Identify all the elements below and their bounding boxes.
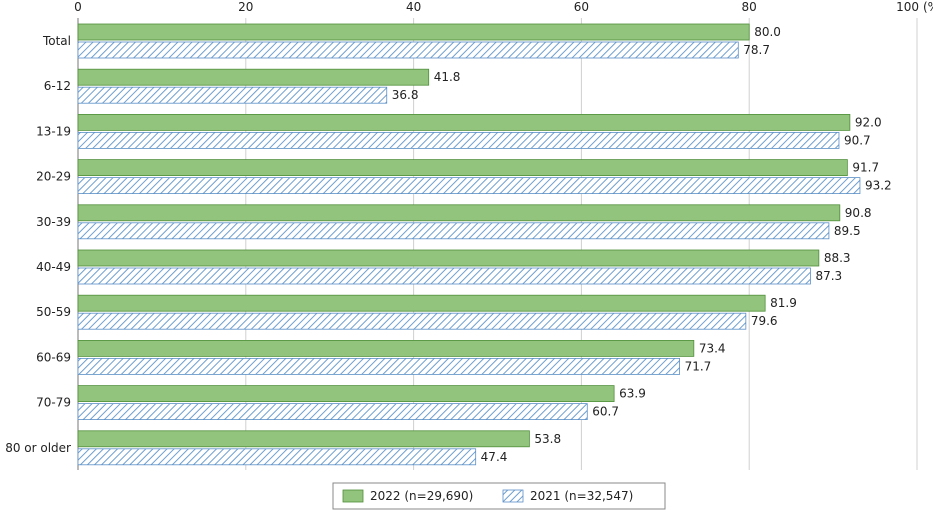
category-label: Total — [42, 34, 71, 48]
value-label: 47.4 — [481, 450, 508, 464]
bar-2021 — [77, 131, 840, 149]
bar-2021 — [77, 267, 811, 285]
bar-2022 — [77, 385, 615, 403]
bar-2022 — [77, 294, 766, 312]
x-tick-label-20: 20 — [238, 0, 253, 14]
value-label: 41.8 — [434, 70, 461, 84]
legend-frame — [332, 482, 666, 510]
bar-2021 — [77, 403, 588, 421]
value-label: 60.7 — [592, 405, 619, 419]
bar-2022 — [77, 68, 430, 86]
value-label: 88.3 — [824, 251, 851, 265]
bar-2021 — [77, 41, 739, 59]
category-label: 20-29 — [36, 170, 71, 184]
value-label: 63.9 — [619, 387, 646, 401]
category-label: 80 or older — [5, 441, 71, 455]
bar-2022 — [77, 114, 851, 131]
value-label: 36.8 — [392, 88, 419, 102]
legend-label-2021: 2021 (n=32,547) — [530, 489, 633, 503]
bar-2021 — [77, 448, 477, 466]
bar-2022 — [77, 249, 820, 267]
value-label: 71.7 — [685, 359, 712, 373]
legend-swatch-2021 — [502, 489, 524, 503]
value-label: 79.6 — [751, 314, 778, 328]
x-axis-ticks: (%) 0 20 40 60 80 100 — [74, 0, 933, 14]
bar-2022 — [77, 23, 750, 41]
bar-2022 — [77, 204, 841, 222]
legend: 2022 (n=29,690) 2021 (n=32,547) — [332, 482, 666, 510]
category-label: 40-49 — [36, 260, 71, 274]
bar-2021 — [77, 357, 680, 375]
category-label: 6-12 — [44, 79, 71, 93]
legend-label-2022: 2022 (n=29,690) — [370, 489, 473, 503]
x-tick-label-40: 40 — [406, 0, 421, 14]
bar-2021 — [77, 86, 388, 104]
value-label: 87.3 — [815, 269, 842, 283]
bar-2021 — [77, 312, 747, 330]
value-label: 80.0 — [754, 25, 781, 39]
value-label: 91.7 — [852, 161, 879, 175]
category-label: 60-69 — [36, 350, 71, 364]
value-label: 53.8 — [534, 432, 561, 446]
bar-2022 — [77, 339, 695, 357]
x-tick-label-60: 60 — [574, 0, 589, 14]
category-label: 70-79 — [36, 396, 71, 410]
bars — [77, 23, 861, 466]
category-label: 30-39 — [36, 215, 71, 229]
value-label: 92.0 — [855, 115, 882, 129]
bar-2021 — [77, 222, 830, 240]
value-label: 93.2 — [865, 179, 892, 193]
legend-swatch-2022 — [342, 489, 364, 503]
value-label: 89.5 — [834, 224, 861, 238]
unit-label: (%) — [923, 0, 933, 14]
bar-2022 — [77, 159, 848, 177]
bar-2021 — [77, 177, 861, 195]
value-label: 90.7 — [844, 133, 871, 147]
bar-2022 — [77, 430, 530, 448]
x-tick-label-0: 0 — [74, 0, 82, 14]
category-label: 13-19 — [36, 124, 71, 138]
x-tick-label-100: 100 — [896, 0, 919, 14]
value-label: 90.8 — [845, 206, 872, 220]
value-label: 81.9 — [770, 296, 797, 310]
value-label: 73.4 — [699, 341, 726, 355]
category-label: 50-59 — [36, 305, 71, 319]
grid-lines — [77, 18, 918, 470]
x-tick-label-80: 80 — [742, 0, 757, 14]
category-labels: Total 6-12 13-19 20-29 30-39 40-49 50-59 60-69 7… — [5, 34, 71, 455]
value-labels: 80.0 78.7 41.8 36.8 92.0 90.7 91.7 93.2 90.8 89.5… — [392, 25, 892, 464]
value-label: 78.7 — [743, 43, 770, 57]
